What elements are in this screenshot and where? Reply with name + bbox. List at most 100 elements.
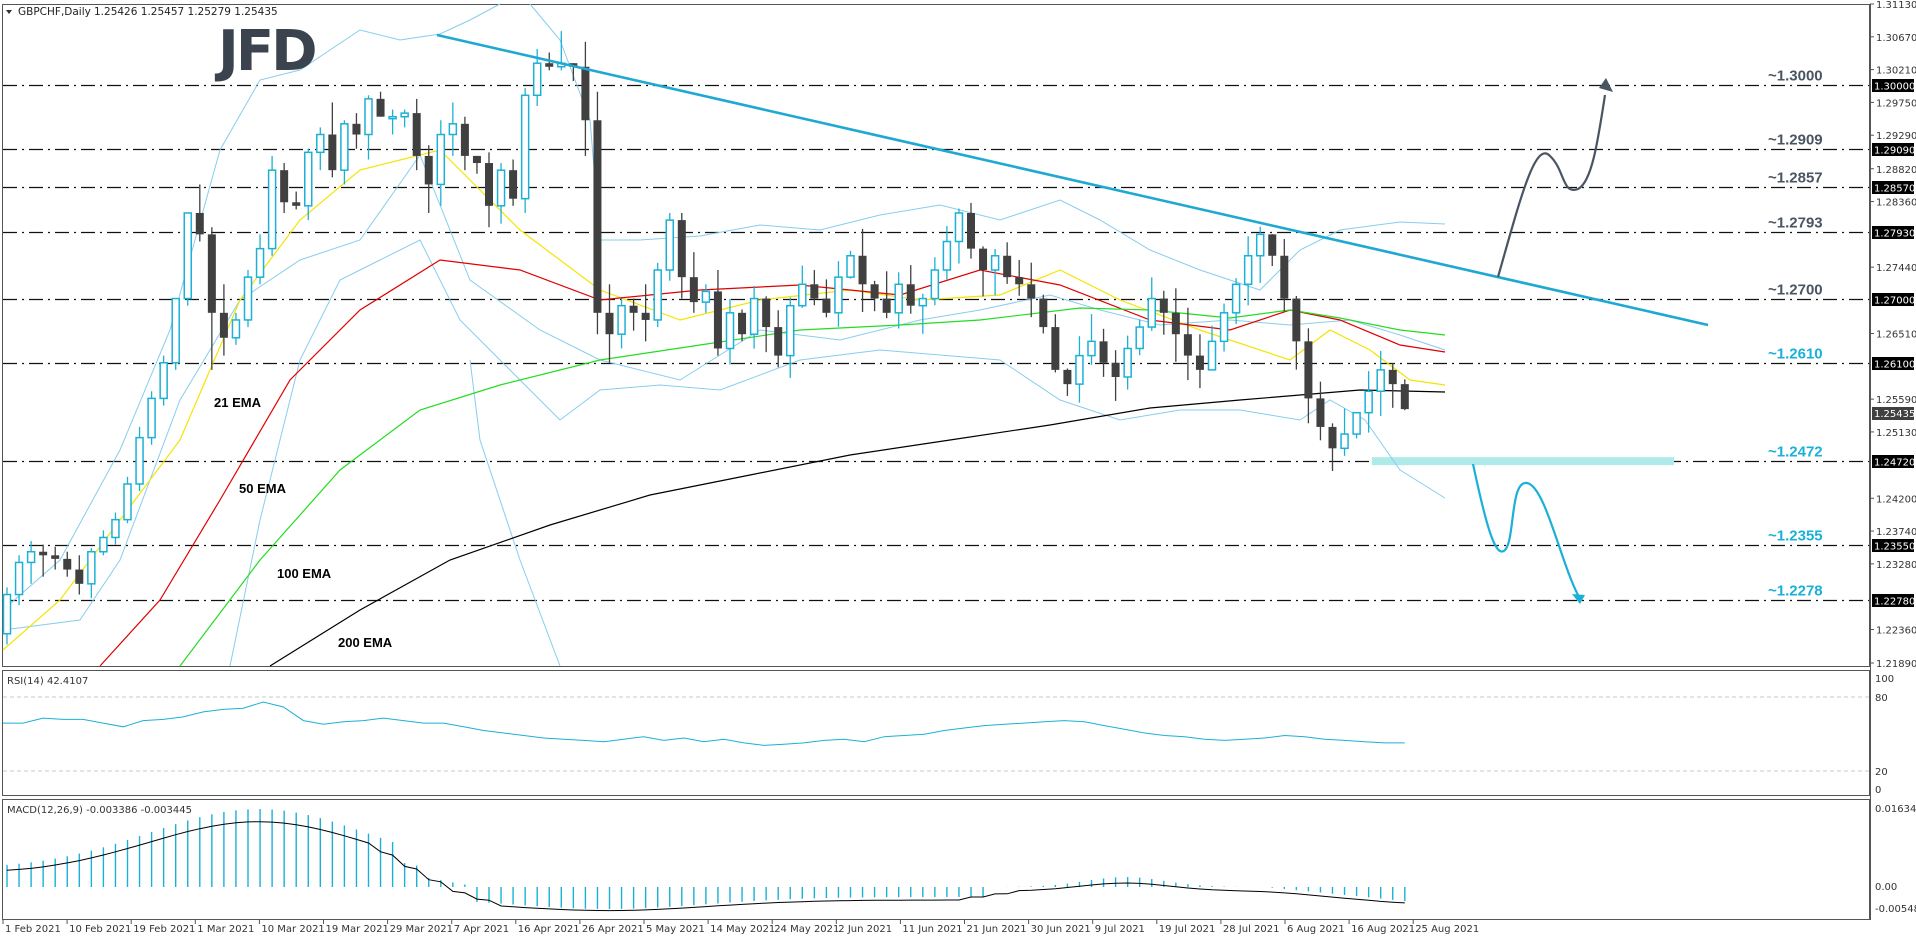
time-axis[interactable]: 1 Feb 2021 10 Feb 2021 19 Feb 2021 1 Mar 20… (2, 920, 1479, 935)
level-tag: 1.28570 (1874, 184, 1915, 195)
candle-body-bull (1364, 390, 1373, 414)
candle-body-bear (882, 298, 891, 313)
time-label: 19 Feb 2021 (133, 924, 195, 935)
level-label: ~1.2700 (1768, 282, 1823, 299)
macd-panel[interactable] (2, 799, 1870, 920)
time-label: 26 Apr 2021 (582, 924, 644, 935)
ohlc-values: 1.25426 1.25457 1.25279 1.25435 (94, 6, 278, 18)
level-tag: 1.29090 (1874, 146, 1915, 157)
candle-body-bull (1219, 312, 1229, 343)
candle-body-bear (1400, 384, 1409, 410)
candle-body-bull (388, 115, 397, 120)
level-tag-bg (1872, 455, 1914, 468)
price-axis[interactable]: 1.31130 1.30670 1.30210 1.29750 1.29290 1.288… (1870, 0, 1916, 920)
candle-body-bear (1159, 298, 1168, 313)
arrow-up-head-icon (1599, 78, 1613, 92)
bollinger-lower (229, 239, 1446, 667)
level-tag-bg (1872, 594, 1914, 607)
candle-body-bear (870, 284, 879, 299)
ema200-label: 200 EMA (338, 635, 393, 650)
candle-body-bear (412, 113, 421, 156)
ema21-line (2, 149, 1446, 651)
candle-body-bear (762, 298, 771, 328)
price-tick-label: 1.22360 (1876, 625, 1916, 636)
rsi-indicator: RSI(14) 42.4107 100 80 20 0 (3, 674, 1894, 796)
candle-body-bull (894, 283, 903, 314)
candle-body-bull (918, 297, 928, 307)
candle-body-bear (195, 212, 204, 235)
candle-body-bull (1352, 411, 1361, 435)
candle-body-bear (51, 555, 60, 559)
candle-body-bear (738, 312, 747, 335)
time-label: 1 Feb 2021 (5, 924, 61, 935)
candle-body-bull (364, 98, 373, 136)
candle-body-bull (159, 361, 168, 400)
time-label: 1 Mar 2021 (197, 924, 254, 935)
candle-body-bear (774, 327, 783, 356)
rsi-title: RSI(14) 42.4107 (7, 676, 88, 687)
candle-body-bull (171, 297, 180, 364)
time-label: 7 Apr 2021 (454, 924, 509, 935)
rsi-panel[interactable] (2, 670, 1870, 796)
candle-body-bull (1243, 255, 1253, 286)
macd-signal-line (6, 821, 1405, 912)
price-tick-label: 1.29750 (1876, 98, 1916, 109)
support-zone-band (1372, 457, 1674, 466)
candle-body-bear (352, 123, 361, 135)
time-label: 16 Apr 2021 (518, 924, 580, 935)
collapse-triangle-icon[interactable] (6, 10, 12, 14)
candle-body-bull (87, 550, 96, 585)
candle-body-bull (448, 123, 458, 136)
candle-body-bear (1195, 355, 1204, 370)
candle-body-bear (1051, 327, 1060, 370)
time-label: 14 May 2021 (710, 924, 775, 935)
candle-body-bull (990, 255, 1000, 271)
time-label: 19 Jul 2021 (1159, 924, 1216, 935)
candle-body-bear (1099, 341, 1108, 363)
candle-body-bull (1376, 369, 1385, 393)
candle-body-bear (63, 558, 72, 570)
ema100-line (179, 307, 1446, 667)
candle-body-bear (1183, 334, 1192, 356)
candle-body-bear (1063, 369, 1072, 385)
level-label: ~1.2355 (1768, 528, 1823, 545)
candle-body-bear (979, 248, 988, 271)
current-price: 1.25435 (1874, 409, 1915, 420)
level-tag: 1.22780 (1874, 597, 1915, 608)
candle-body-bear (858, 255, 867, 285)
price-tick-label: 1.29290 (1876, 131, 1916, 142)
chart-header: GBPCHF,Daily 1.25426 1.25457 1.25279 1.2… (6, 6, 278, 18)
macd-title: MACD(12,26,9) -0.003386 -0.003445 (7, 805, 192, 816)
candle-body-bull (111, 518, 120, 539)
level-tag: 1.30000 (1874, 82, 1915, 93)
price-tick-label: 1.24200 (1876, 494, 1916, 505)
candle-body-bear (810, 284, 819, 299)
level-label: ~1.3000 (1768, 68, 1823, 85)
level-label: ~1.2909 (1768, 132, 1823, 149)
candle-body-bear (328, 134, 337, 171)
candle-body-bear (219, 312, 228, 338)
price-tick-label: 1.27440 (1876, 263, 1916, 274)
time-label: 10 Feb 2021 (69, 924, 131, 935)
candle-body-bear (1388, 369, 1397, 385)
candle-body-bull (1123, 347, 1132, 378)
level-tag: 1.26100 (1874, 360, 1915, 371)
candle-body-bull (653, 269, 662, 321)
price-tick-label: 1.23740 (1876, 527, 1916, 538)
level-labels: ~1.3000 ~1.2909 ~1.2857 ~1.2793 ~1.2700 ~1.26… (1768, 68, 1823, 600)
main-price-panel[interactable] (2, 4, 1870, 667)
candle-body-bear (472, 155, 481, 164)
candle-body-bear (1015, 277, 1024, 285)
candle-body-bull (725, 312, 735, 350)
candle-body-bear (75, 569, 84, 584)
level-tag: 1.23550 (1874, 542, 1915, 553)
macd-tick-max: 0.016348 (1875, 804, 1916, 815)
candle-body-bear (967, 212, 975, 249)
jfd-logo: JFD (214, 19, 318, 84)
candlesticks (2, 31, 1409, 645)
level-tag-bg (1872, 539, 1914, 552)
candle-body-bull (798, 283, 807, 307)
bollinger-upper-2 (529, 3, 1446, 291)
rsi-tick-80: 80 (1875, 693, 1888, 704)
